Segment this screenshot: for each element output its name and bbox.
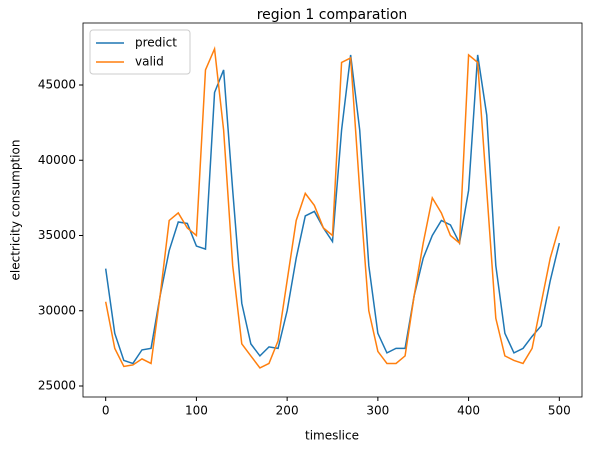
x-tick-label: 300	[366, 404, 389, 418]
legend-label: predict	[135, 36, 177, 50]
y-tick-label: 30000	[38, 303, 76, 317]
line	[104, 45, 561, 369]
x-tick-label: 100	[185, 404, 208, 418]
x-tick-label: 200	[276, 404, 299, 418]
legend-box	[89, 29, 191, 75]
y-axis-label: electricity consumption	[9, 140, 23, 281]
line	[104, 54, 561, 365]
y-tick-label: 25000	[38, 379, 76, 393]
y-tick-label: 40000	[38, 153, 76, 167]
x-tick-label: 0	[102, 404, 110, 418]
y-tick-label: 35000	[38, 228, 76, 242]
x-tick-label: 500	[548, 404, 571, 418]
x-tick-label: 400	[457, 404, 480, 418]
x-axis-label: timeslice	[305, 429, 359, 443]
chart-title: region 1 comparation	[257, 7, 408, 23]
y-tick-label: 45000	[38, 78, 76, 92]
axes-frame	[82, 22, 583, 398]
legend-label: valid	[135, 55, 164, 69]
